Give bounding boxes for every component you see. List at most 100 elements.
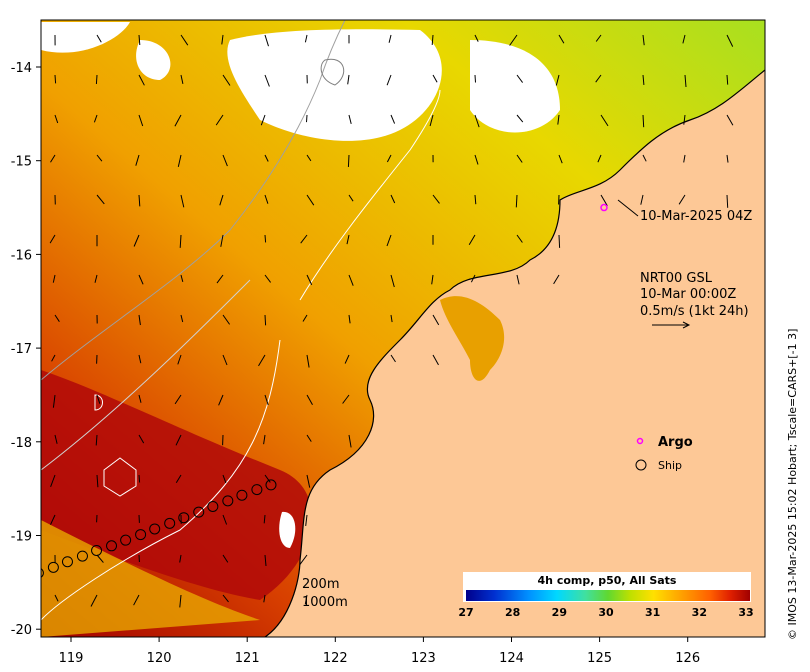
current-vector: [260, 114, 266, 126]
plot-frame: [40, 19, 766, 638]
current-vector: [553, 274, 560, 285]
current-vector: [96, 154, 103, 162]
current-vector: [94, 274, 98, 283]
current-vector: [386, 234, 392, 247]
current-vector: [263, 434, 266, 445]
y-tick-label: -16: [11, 248, 32, 263]
current-product: NRT00 GSL: [640, 271, 713, 286]
current-vector: [180, 74, 184, 85]
king-sound: [440, 296, 505, 381]
current-vector: [222, 554, 229, 563]
current-vector: [558, 34, 565, 44]
current-vector: [95, 434, 98, 446]
ship-position: [106, 540, 118, 552]
ship-legend-label: Ship: [658, 459, 682, 472]
reef-outline: [103, 457, 137, 497]
current-vector: [299, 554, 308, 566]
current-vector: [138, 434, 145, 444]
colorbar-tick-label: 33: [738, 606, 753, 619]
colorbar-tick-label: 27: [458, 606, 473, 619]
current-vector: [684, 74, 687, 88]
current-vector: [642, 74, 645, 85]
current-vector: [96, 394, 101, 404]
current-vector: [50, 514, 56, 525]
current-vector: [682, 34, 686, 44]
x-tick-label: 119: [59, 651, 84, 666]
current-vector: [642, 154, 647, 162]
current-vector: [138, 274, 144, 285]
current-vector: [642, 34, 645, 46]
isobath-200m: [299, 89, 441, 301]
ship-position: [61, 556, 73, 568]
current-vector: [726, 154, 729, 163]
current-vector: [96, 194, 105, 205]
ship-position: [178, 512, 190, 524]
cloud: [279, 511, 296, 548]
warm-water-patch: [41, 370, 313, 600]
current-vector: [474, 194, 477, 205]
current-vector: [429, 114, 434, 127]
ship-position: [236, 489, 248, 501]
current-vector: [390, 314, 393, 323]
current-vector: [474, 114, 480, 128]
current-vector: [432, 194, 440, 204]
current-vector: [179, 554, 182, 563]
current-vector: [263, 594, 266, 603]
current-vector: [222, 354, 228, 366]
ship-legend-icon: [635, 459, 647, 471]
current-vector: [390, 354, 396, 363]
current-vector: [474, 74, 476, 83]
current-vector: [138, 194, 141, 207]
current-vector: [348, 434, 352, 448]
current-vector: [432, 74, 438, 83]
x-tick-label: 121: [235, 651, 260, 666]
current-vector: [431, 34, 434, 45]
current-vector: [180, 34, 189, 46]
current-vector: [174, 114, 182, 127]
current-vector: [50, 474, 56, 487]
current-vector: [54, 314, 60, 322]
current-vector: [133, 594, 140, 606]
current-vector: [180, 194, 185, 208]
current-vector: [138, 74, 145, 86]
ship-position: [222, 495, 234, 507]
current-vector: [474, 154, 479, 165]
current-vector: [133, 234, 140, 247]
current-vector: [348, 194, 354, 202]
current-vector: [174, 394, 182, 405]
current-vector: [180, 274, 184, 283]
coastline: [264, 69, 765, 637]
current-vector: [558, 234, 561, 248]
current-vector: [516, 154, 523, 163]
x-tick-label: 126: [675, 651, 700, 666]
current-vector: [558, 154, 563, 164]
ship-position: [149, 523, 161, 535]
ship-position: [265, 479, 277, 491]
current-vector: [595, 74, 602, 83]
current-vector: [347, 74, 350, 85]
current-vector: [264, 274, 271, 283]
x-axis: 119 120 121 122 123 124 125 126: [59, 637, 700, 666]
current-vector: [222, 514, 228, 525]
current-vector: [264, 74, 270, 87]
current-vector: [348, 314, 351, 324]
current-vector: [470, 274, 476, 283]
current-vectors: [49, 34, 734, 608]
ship-position: [76, 550, 88, 562]
current-vector: [304, 594, 308, 605]
current-vector: [222, 74, 231, 86]
current-vector: [304, 34, 308, 43]
current-vector: [509, 34, 518, 46]
current-vector: [468, 234, 476, 246]
current-vector: [726, 34, 734, 47]
current-vector: [96, 34, 102, 43]
current-vector: [52, 394, 56, 408]
current-vector: [642, 114, 645, 128]
current-vector: [50, 154, 56, 163]
x-tick-label: 123: [411, 651, 436, 666]
colorbar-tick-label: 31: [645, 606, 660, 619]
ship-position: [193, 506, 205, 518]
current-vector: [678, 194, 686, 205]
credit-text: © IMOS 13-Mar-2025 15:02 Hobart; Tscale=…: [786, 328, 799, 640]
